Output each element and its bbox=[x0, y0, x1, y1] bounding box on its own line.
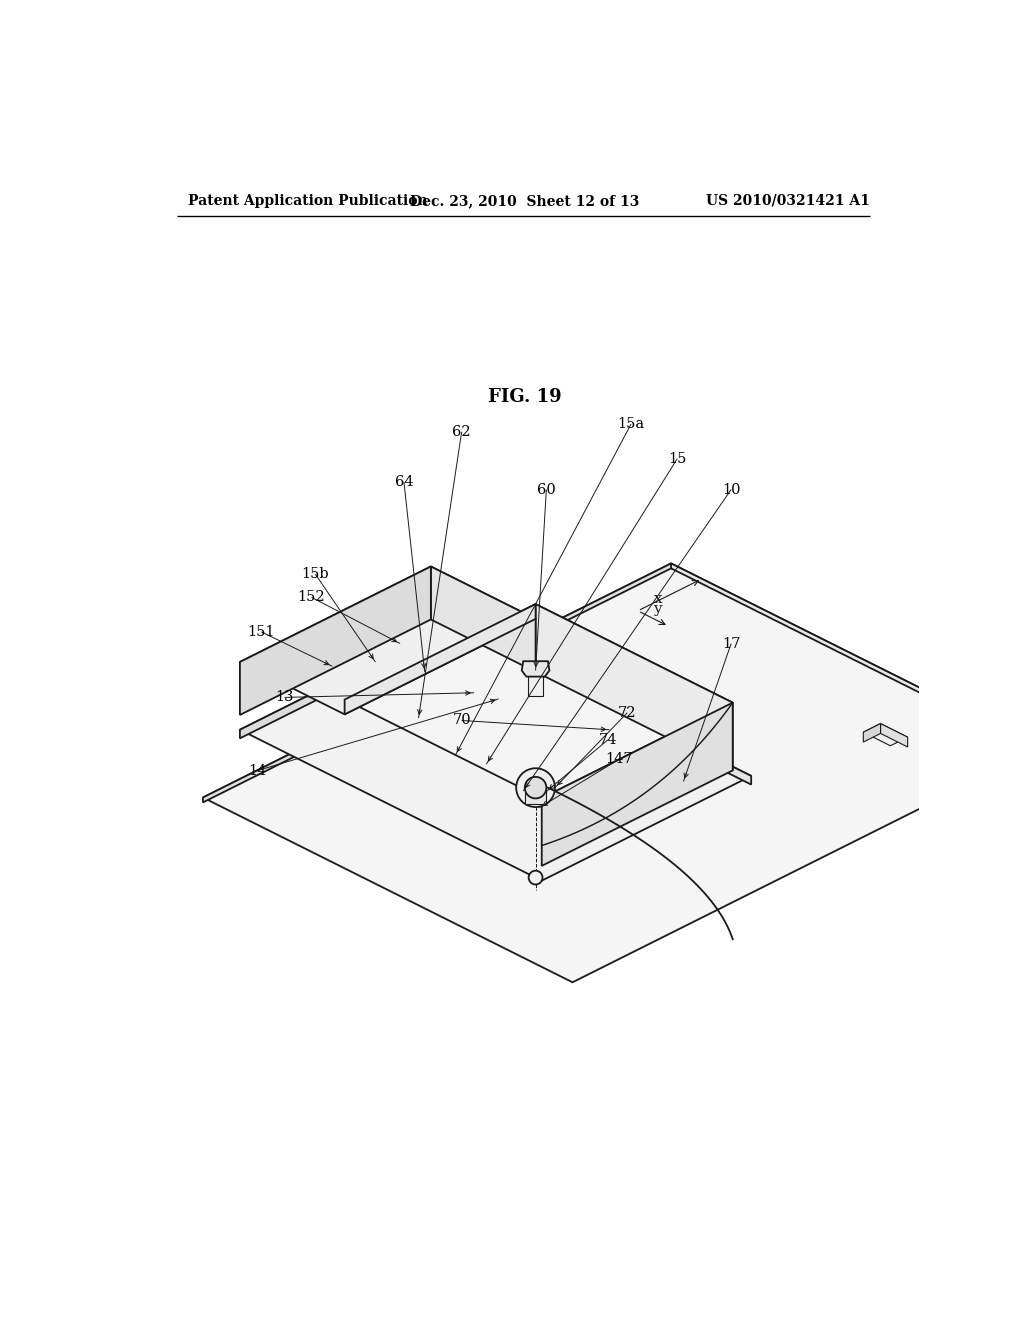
Text: 15a: 15a bbox=[617, 417, 645, 432]
Polygon shape bbox=[863, 723, 907, 746]
Circle shape bbox=[528, 871, 543, 884]
Text: Dec. 23, 2010  Sheet 12 of 13: Dec. 23, 2010 Sheet 12 of 13 bbox=[411, 194, 639, 207]
Text: 14: 14 bbox=[249, 763, 267, 777]
Polygon shape bbox=[542, 696, 569, 719]
Polygon shape bbox=[345, 605, 733, 799]
Polygon shape bbox=[431, 566, 536, 672]
Text: Patent Application Publication: Patent Application Publication bbox=[188, 194, 428, 207]
Text: 62: 62 bbox=[453, 425, 471, 438]
Polygon shape bbox=[203, 564, 671, 803]
Polygon shape bbox=[345, 605, 536, 714]
Polygon shape bbox=[240, 626, 450, 738]
Polygon shape bbox=[203, 564, 1024, 982]
Text: 10: 10 bbox=[722, 483, 740, 496]
Text: 64: 64 bbox=[394, 475, 414, 488]
Polygon shape bbox=[240, 626, 752, 880]
Polygon shape bbox=[542, 702, 733, 866]
Polygon shape bbox=[621, 689, 665, 710]
Polygon shape bbox=[638, 689, 665, 711]
Polygon shape bbox=[432, 705, 450, 723]
Polygon shape bbox=[528, 664, 544, 697]
Circle shape bbox=[524, 777, 547, 799]
Polygon shape bbox=[524, 696, 569, 718]
Polygon shape bbox=[240, 566, 431, 715]
Text: 147: 147 bbox=[606, 752, 633, 766]
Polygon shape bbox=[621, 689, 638, 708]
Polygon shape bbox=[881, 723, 907, 747]
Circle shape bbox=[516, 768, 555, 807]
Polygon shape bbox=[450, 626, 752, 784]
Polygon shape bbox=[671, 564, 1024, 754]
Text: 15: 15 bbox=[668, 451, 686, 466]
Text: 152: 152 bbox=[298, 590, 326, 605]
Polygon shape bbox=[240, 566, 536, 714]
Text: y: y bbox=[652, 602, 662, 616]
Polygon shape bbox=[524, 696, 542, 714]
Text: 74: 74 bbox=[599, 733, 617, 747]
Text: 15b: 15b bbox=[301, 568, 329, 581]
Text: 70: 70 bbox=[453, 714, 471, 727]
Text: 151: 151 bbox=[248, 624, 275, 639]
Text: FIG. 19: FIG. 19 bbox=[488, 388, 561, 407]
Text: 13: 13 bbox=[275, 690, 294, 705]
Polygon shape bbox=[524, 788, 547, 804]
Polygon shape bbox=[450, 705, 476, 729]
Polygon shape bbox=[521, 661, 550, 677]
Text: x: x bbox=[654, 591, 663, 606]
Text: 60: 60 bbox=[537, 483, 556, 496]
Text: 72: 72 bbox=[617, 706, 637, 719]
Polygon shape bbox=[432, 705, 476, 727]
Polygon shape bbox=[536, 605, 733, 771]
Polygon shape bbox=[863, 723, 881, 742]
Text: 17: 17 bbox=[722, 636, 740, 651]
Text: US 2010/0321421 A1: US 2010/0321421 A1 bbox=[706, 194, 869, 207]
